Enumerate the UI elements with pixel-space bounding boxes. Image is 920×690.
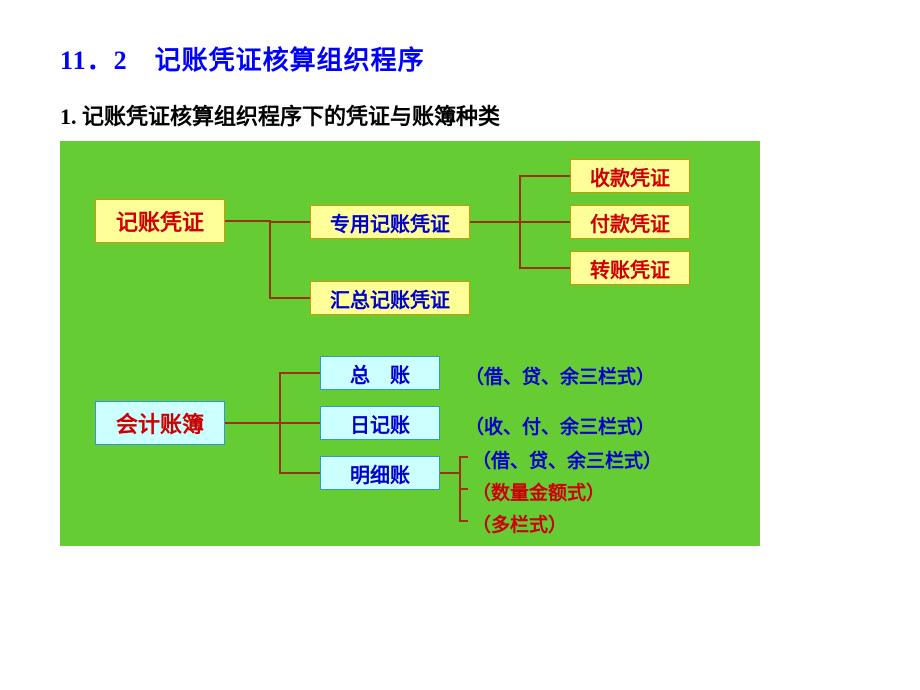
box-special: 专用记账凭证 — [310, 205, 470, 239]
box-payment: 付款凭证 — [570, 205, 690, 239]
label-sl_note3: （多栏式） — [472, 510, 567, 537]
section-heading: 11．2 记账凭证核算组织程序 — [60, 40, 860, 77]
box-transfer: 转账凭证 — [570, 251, 690, 285]
box-general_ledger: 总 账 — [320, 356, 440, 390]
label-gl_note: （借、贷、余三栏式） — [465, 362, 655, 389]
label-sl_note2: （数量金额式） — [472, 478, 605, 505]
box-voucher_root: 记账凭证 — [95, 199, 225, 243]
box-journal: 日记账 — [320, 406, 440, 440]
section-subheading: 1. 记账凭证核算组织程序下的凭证与账簿种类 — [60, 99, 860, 131]
box-ledger_root: 会计账簿 — [95, 401, 225, 445]
box-summary: 汇总记账凭证 — [310, 281, 470, 315]
box-receipt: 收款凭证 — [570, 159, 690, 193]
diagram-panel: 记账凭证 专用记账凭证汇总记账凭证 收款凭证付款凭证转账凭证会计账簿 总 账日记账明细… — [60, 141, 760, 546]
label-sl_note1: （借、贷、余三栏式） — [472, 446, 662, 473]
box-sub_ledger: 明细账 — [320, 456, 440, 490]
label-jr_note: （收、付、余三栏式） — [465, 412, 655, 439]
